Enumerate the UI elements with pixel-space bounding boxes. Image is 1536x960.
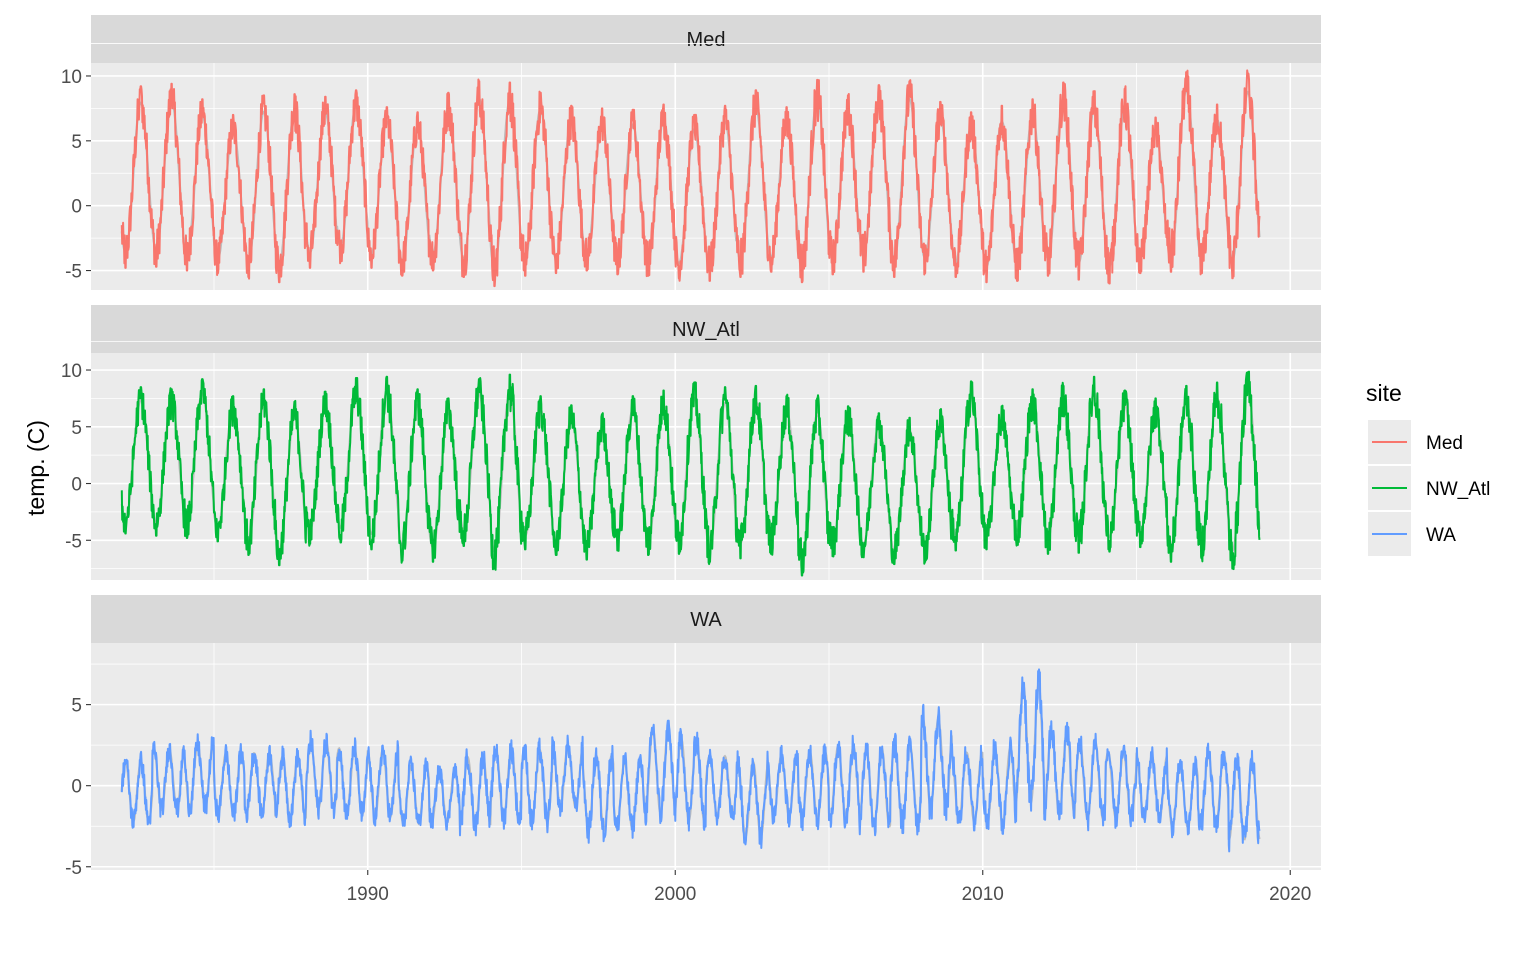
x-tick-label: 1990	[347, 884, 389, 905]
y-tick-label: 10	[61, 67, 82, 88]
y-tick-label: -5	[65, 531, 82, 552]
y-tick-label: 5	[71, 132, 82, 153]
facet-strip-label: WA	[690, 609, 722, 631]
x-tick-label: 2020	[1269, 884, 1311, 905]
facet-strip-label: Med	[687, 29, 726, 51]
y-tick-label: 10	[61, 361, 82, 382]
facet-strip	[91, 305, 1321, 353]
y-tick-label: 0	[71, 777, 82, 798]
facet-strip-label: NW_Atl	[672, 319, 740, 341]
facet-panels: Med 10 5 0 -5 NW_Atl 10 5 0 -5 WA 5 0 -5	[61, 15, 1321, 908]
legend-title: site	[1366, 380, 1402, 406]
series-line-wa	[120, 668, 1261, 853]
y-tick-label: 5	[71, 418, 82, 439]
series-line-nw-atl	[120, 370, 1261, 577]
y-axis-title: temp. (C)	[23, 420, 49, 516]
facet-strip	[91, 15, 1321, 63]
y-tick-label: -5	[65, 262, 82, 283]
legend: site Med NW_Atl WA	[1366, 380, 1490, 556]
x-axis: 1990 2000 2010 2020	[347, 870, 1311, 905]
x-tick-label: 2010	[962, 884, 1004, 905]
facet-strip	[91, 595, 1321, 643]
y-tick-label: 5	[71, 696, 82, 717]
y-tick-label: 0	[71, 475, 82, 496]
facet-panel-med: Med 10 5 0 -5	[61, 15, 1321, 304]
series-line-med	[120, 69, 1261, 288]
legend-label: NW_Atl	[1426, 479, 1490, 500]
legend-keys: Med NW_Atl WA	[1368, 420, 1490, 556]
legend-label: WA	[1426, 525, 1456, 546]
facet-panel-nw-atl: NW_Atl 10 5 0 -5	[61, 305, 1321, 580]
facet-panel-wa: WA 5 0 -5	[65, 595, 1321, 908]
legend-item-wa: WA	[1368, 512, 1456, 556]
y-tick-label: -5	[65, 858, 82, 879]
legend-item-nw-atl: NW_Atl	[1368, 466, 1490, 510]
legend-item-med: Med	[1368, 420, 1463, 464]
x-tick-label: 2000	[654, 884, 696, 905]
y-tick-label: 0	[71, 197, 82, 218]
legend-label: Med	[1426, 433, 1463, 454]
